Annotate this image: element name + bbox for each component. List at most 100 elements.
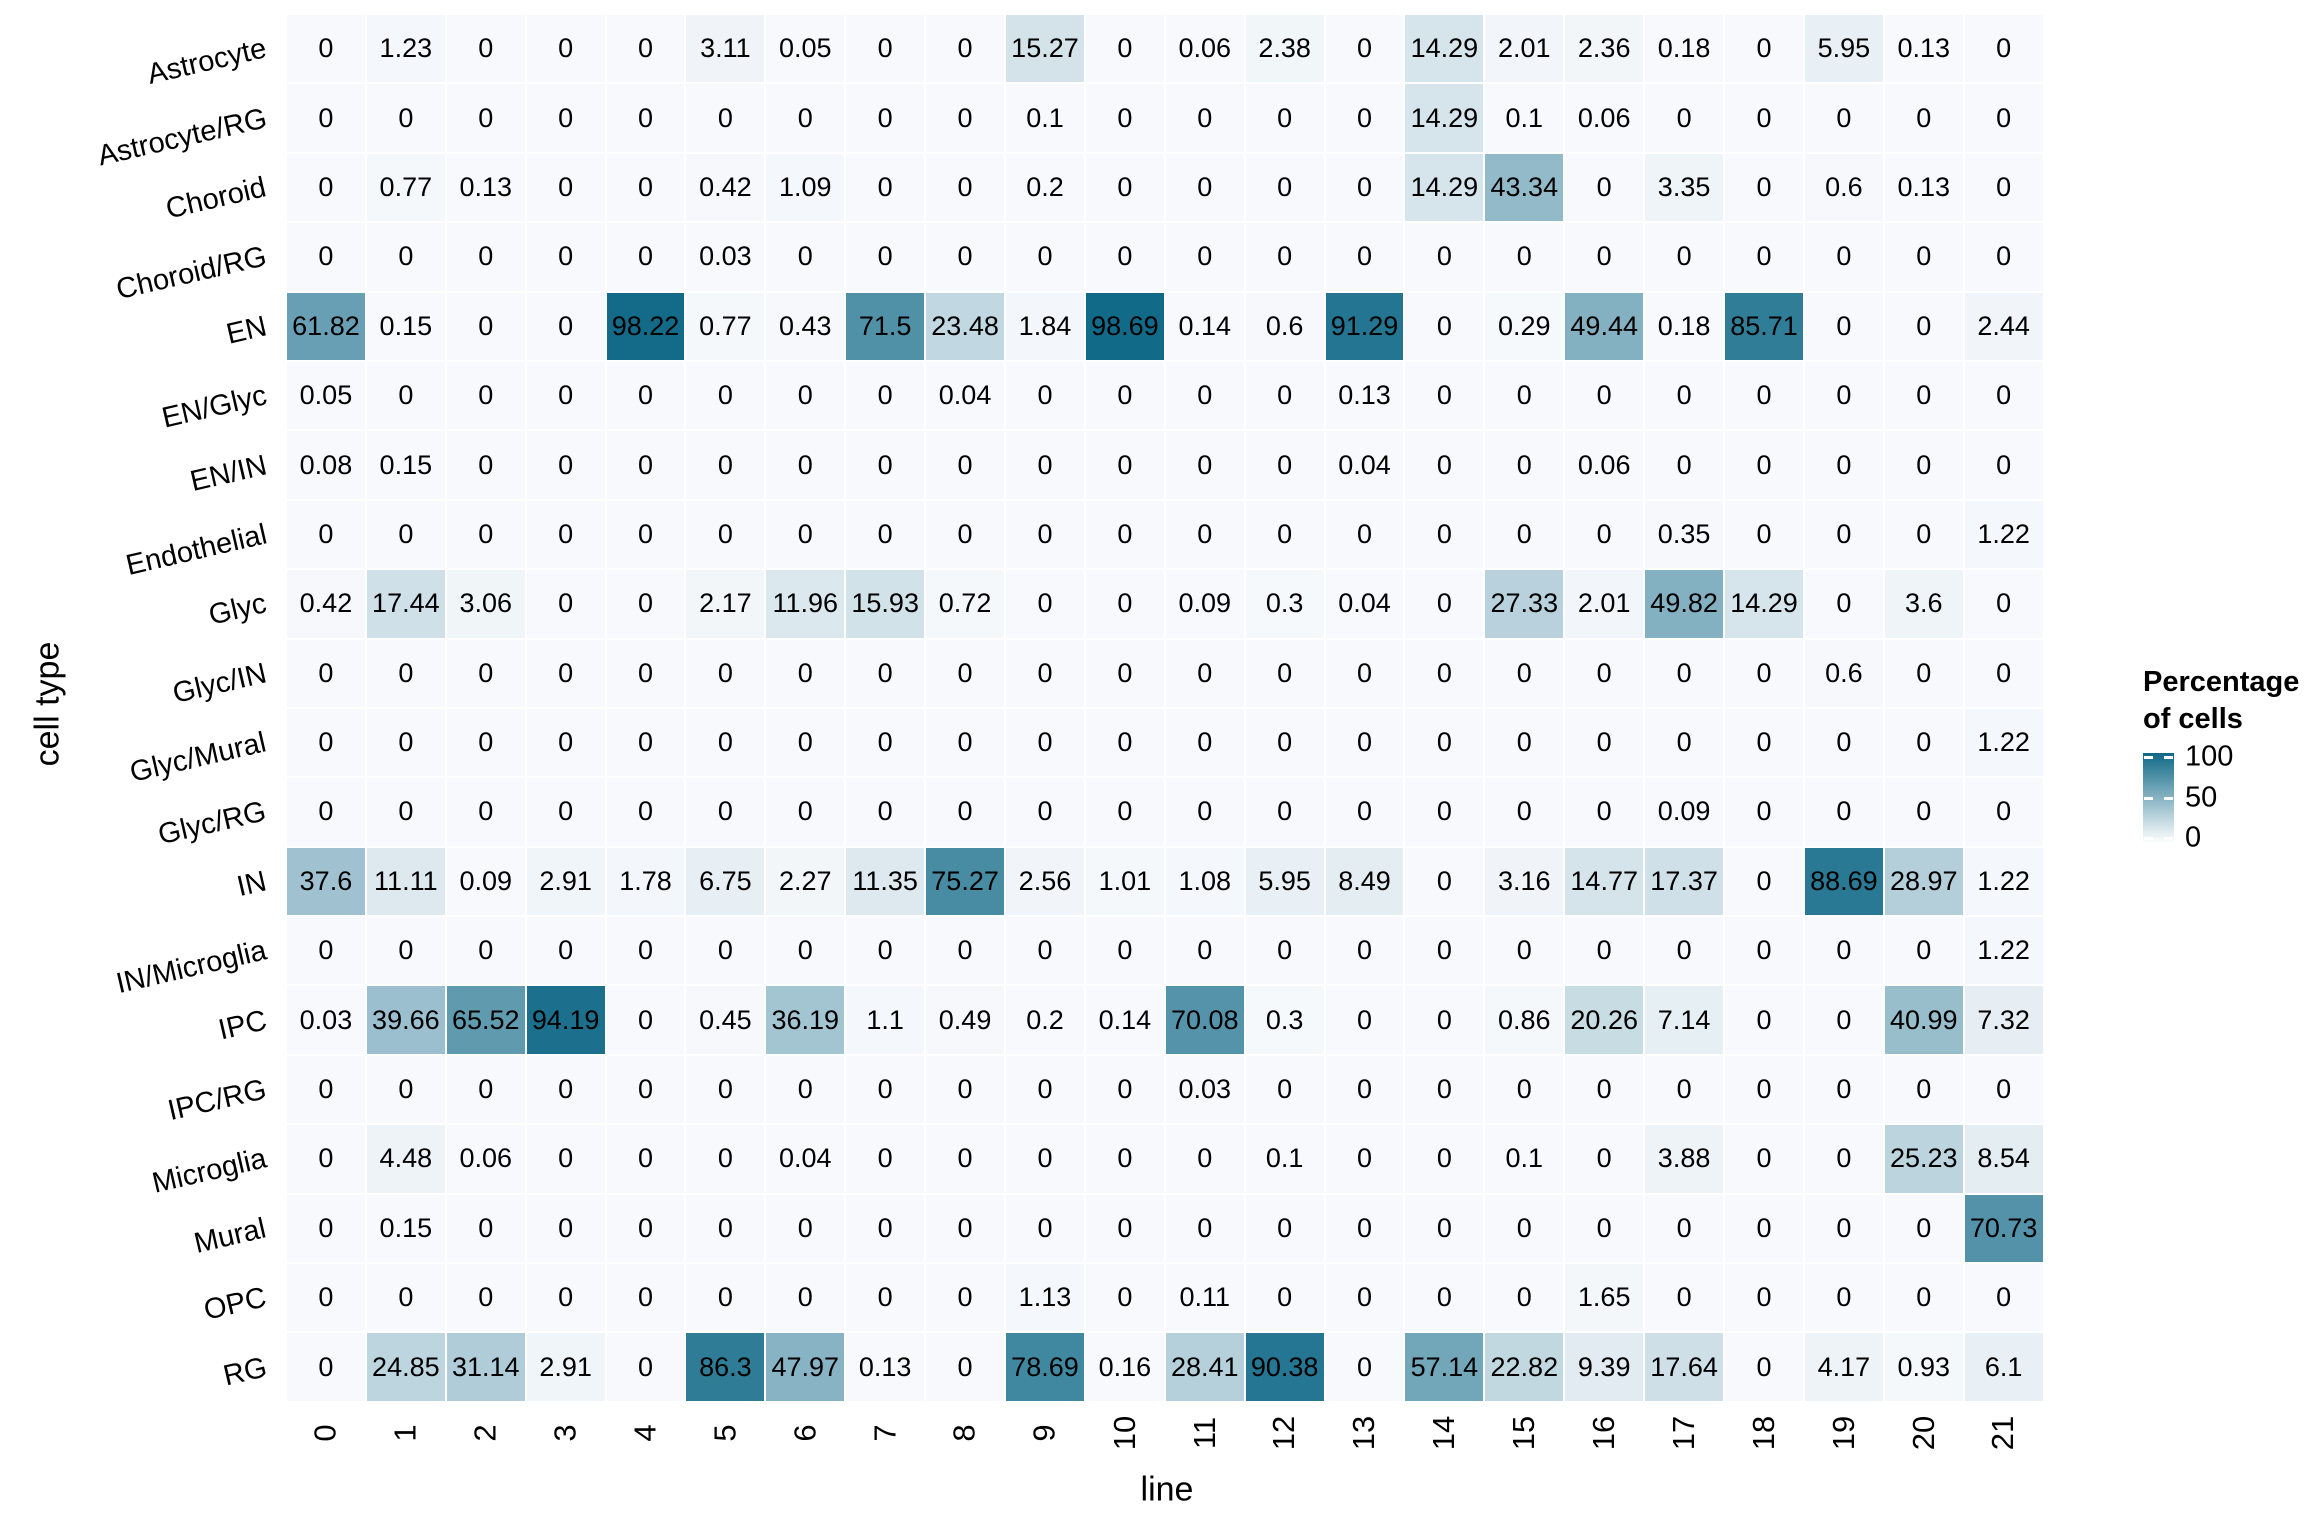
heatmap-cell: 0 [1884, 223, 1963, 291]
heatmap-cell: 0.13 [846, 1333, 925, 1401]
heatmap-cell: 0 [686, 1055, 765, 1124]
heatmap-cell: 0 [1325, 500, 1404, 569]
y-axis-tick-label: EN/Glyc [158, 379, 270, 435]
heatmap-cell: 0 [686, 708, 765, 777]
heatmap-cell: 0 [1405, 500, 1484, 569]
heatmap-cell: 0 [1645, 361, 1724, 430]
heatmap-cell: 0 [1245, 153, 1324, 222]
heatmap-cell: 0 [1165, 500, 1244, 569]
heatmap-cell: 0 [1165, 778, 1244, 846]
heatmap-cell: 0 [1165, 84, 1244, 152]
heatmap-cell: 0 [1245, 223, 1324, 291]
heatmap-cell: 0 [1085, 639, 1164, 707]
legend-tick-label: 100 [2185, 740, 2234, 773]
heatmap-cell: 0 [1804, 917, 1883, 985]
heatmap-cell: 0 [287, 1333, 365, 1401]
heatmap-cell: 0 [287, 1194, 365, 1263]
heatmap-cell: 0 [1325, 1125, 1404, 1193]
x-axis-tick-label: 4 [627, 1424, 663, 1442]
heatmap-cell: 98.69 [1085, 292, 1164, 360]
heatmap-cell: 0 [606, 361, 685, 430]
heatmap-cell: 22.82 [1485, 1333, 1564, 1401]
heatmap-cell: 0 [1884, 1264, 1963, 1332]
heatmap-cell: 0.93 [1884, 1333, 1963, 1401]
heatmap-cell: 0 [1725, 1194, 1803, 1263]
legend-tick-mark [2144, 756, 2153, 759]
heatmap-cell: 0 [1964, 639, 2043, 707]
heatmap-cell: 31.14 [446, 1333, 525, 1401]
heatmap-cell: 0 [1165, 917, 1244, 985]
heatmap-cell: 0 [926, 431, 1005, 499]
heatmap-cell: 0 [526, 431, 605, 499]
x-axis-tick-label: 0 [307, 1424, 343, 1442]
heatmap-cell: 0 [1405, 570, 1484, 638]
heatmap-cell: 2.91 [526, 847, 605, 916]
heatmap-cell: 0.08 [287, 431, 365, 499]
heatmap-cell: 1.1 [846, 986, 925, 1054]
heatmap-cell: 0 [1804, 1055, 1883, 1124]
heatmap-cell: 0 [1405, 361, 1484, 430]
heatmap-cell: 0 [366, 917, 445, 985]
heatmap-cell: 0 [686, 500, 765, 569]
y-axis-tick-label: Endothelial [122, 518, 270, 582]
heatmap-cell: 0 [1645, 1055, 1724, 1124]
heatmap-cell: 0 [1006, 431, 1084, 499]
x-axis-tick-label: 18 [1745, 1415, 1781, 1451]
heatmap-cell: 75.27 [926, 847, 1005, 916]
heatmap-cell: 65.52 [446, 986, 525, 1054]
x-axis-tick-label: 15 [1506, 1415, 1542, 1451]
heatmap-cell: 0 [766, 917, 845, 985]
heatmap-cell: 85.71 [1725, 292, 1803, 360]
heatmap-cell: 1.08 [1165, 847, 1244, 916]
heatmap-cell: 15.27 [1006, 15, 1084, 83]
heatmap-cell: 0 [1006, 1194, 1084, 1263]
heatmap-cell: 0 [606, 708, 685, 777]
heatmap-cell: 0.14 [1165, 292, 1244, 360]
heatmap-cell: 0 [1006, 1125, 1084, 1193]
heatmap-cell: 0 [1085, 361, 1164, 430]
heatmap-cell: 0 [446, 431, 525, 499]
heatmap-cell: 0 [766, 500, 845, 569]
heatmap-cell: 0.72 [926, 570, 1005, 638]
heatmap-cell: 0 [1725, 847, 1803, 916]
heatmap-cell: 1.23 [366, 15, 445, 83]
heatmap-cell: 0 [766, 778, 845, 846]
heatmap-cell: 0 [1565, 223, 1644, 291]
heatmap-cell: 0 [1085, 223, 1164, 291]
heatmap-cell: 0.42 [686, 153, 765, 222]
heatmap-cell: 0 [606, 1125, 685, 1193]
x-axis-tick-label: 19 [1825, 1415, 1861, 1451]
heatmap-cell: 0 [686, 639, 765, 707]
heatmap-cell: 0 [526, 84, 605, 152]
heatmap-cell: 0 [846, 778, 925, 846]
heatmap-cell: 6.1 [1964, 1333, 2043, 1401]
heatmap-cell: 0 [686, 361, 765, 430]
x-axis-tick-label: 9 [1026, 1424, 1062, 1442]
heatmap-cell: 0 [1085, 1264, 1164, 1332]
heatmap-cell: 0 [1165, 223, 1244, 291]
heatmap-cell: 0 [1006, 223, 1084, 291]
heatmap-cell: 0 [1006, 708, 1084, 777]
heatmap-cell: 0 [686, 431, 765, 499]
heatmap-cell: 0 [1804, 708, 1883, 777]
heatmap-cell: 15.93 [846, 570, 925, 638]
heatmap-cell: 0.04 [1325, 431, 1404, 499]
heatmap-cell: 0 [1645, 917, 1724, 985]
legend-tick-label: 0 [2185, 821, 2202, 854]
heatmap-cell: 0 [1884, 778, 1963, 846]
heatmap-cell: 0.03 [686, 223, 765, 291]
heatmap-cell: 0 [926, 1333, 1005, 1401]
heatmap-cell: 0 [1325, 1055, 1404, 1124]
heatmap-cell: 0 [287, 1264, 365, 1332]
heatmap-cell: 0.13 [1325, 361, 1404, 430]
heatmap-cell: 0.35 [1645, 500, 1724, 569]
heatmap-cell: 0 [446, 778, 525, 846]
heatmap-cell: 0 [1325, 15, 1404, 83]
heatmap-cell: 0 [1485, 639, 1564, 707]
heatmap-cell: 0 [1884, 361, 1963, 430]
heatmap-cell: 0 [526, 361, 605, 430]
heatmap-cell: 0.49 [926, 986, 1005, 1054]
heatmap-cell: 0 [1085, 1055, 1164, 1124]
legend-title: Percentage of cells [2143, 664, 2303, 738]
heatmap-cell: 1.22 [1964, 847, 2043, 916]
